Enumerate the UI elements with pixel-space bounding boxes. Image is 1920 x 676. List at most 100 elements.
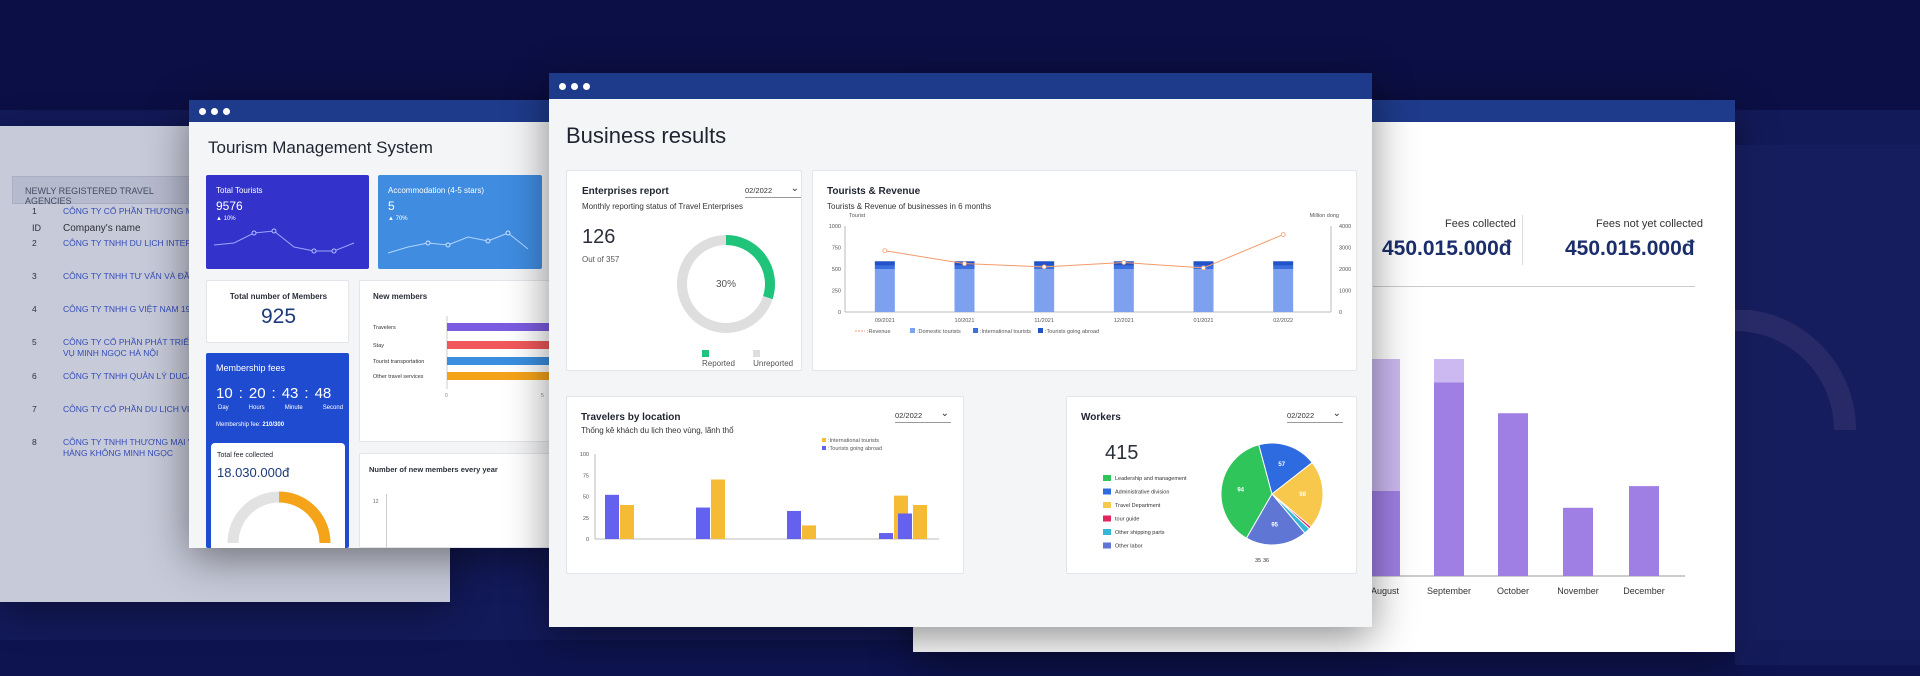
- enterprises-subtitle: Monthly reporting status of Travel Enter…: [582, 202, 743, 211]
- legend-reported: Reported: [702, 359, 735, 368]
- row-company[interactable]: CÔNG TY TNHH DU LỊCH INTERN: [63, 238, 198, 248]
- new-members-bar: [447, 357, 559, 365]
- fee-progress: Membership fee: 210/300: [216, 422, 284, 428]
- legend-label: :Tourists going abroad: [1045, 329, 1099, 335]
- col-id: ID: [32, 223, 41, 233]
- workers-title: Workers: [1081, 412, 1121, 423]
- row-company[interactable]: CÔNG TY TNHH G VIỆT NAM 19: [63, 304, 191, 314]
- fees-collected-label: Fees collected: [1445, 218, 1516, 230]
- members-card[interactable]: Total number of Members 925: [206, 280, 349, 343]
- countdown-days: 10: [216, 385, 233, 402]
- pie-label: 95: [1271, 522, 1278, 528]
- row-company[interactable]: CÔNG TY TNHH THƯƠNG MẠI V: [63, 437, 194, 447]
- row-company-line2: VỤ MINH NGỌC HÀ NỘI: [63, 348, 159, 358]
- legend-label: Travel Department: [1115, 503, 1161, 509]
- pie-label: 36: [1263, 558, 1269, 564]
- fee-gauge: [227, 491, 331, 544]
- legend-swatch: [822, 446, 826, 450]
- bar-abroad: [787, 510, 801, 539]
- fee-collected-card: Total fee collected 18.030.000đ: [211, 443, 345, 548]
- fees-title: Membership fees: [216, 363, 286, 373]
- revenue-subtitle: Tourists & Revenue of businesses in 6 mo…: [827, 202, 992, 211]
- pie-slice: [1271, 461, 1324, 528]
- row-company[interactable]: CÔNG TY TNHH TƯ VẤN VÀ ĐẦU: [63, 271, 196, 281]
- legend-label: Administrative division: [1115, 490, 1169, 496]
- bar-international: [711, 479, 725, 539]
- bar-international: [874, 265, 895, 269]
- business-window: Business results Enterprises report 02/2…: [549, 73, 1372, 627]
- pie-slice: [1245, 493, 1306, 546]
- enterprises-out-of: Out of 357: [582, 255, 620, 264]
- legend-swatch: [1103, 488, 1111, 495]
- y2-tick: 3000: [1339, 246, 1351, 252]
- bar-abroad: [874, 261, 895, 266]
- countdown: 10: 20: 43: 48: [216, 385, 332, 402]
- enterprises-count: 126: [582, 226, 616, 248]
- row-id: 6: [32, 371, 37, 381]
- row-company[interactable]: CÔNG TY TNHH QUẢN LÝ DUCAI: [63, 371, 196, 381]
- tms-window: Tourism Management System Total Tourists…: [189, 100, 559, 548]
- pie-label: 57: [1278, 462, 1285, 468]
- accommodation-change: ▲ 70%: [388, 216, 408, 222]
- revenue-card: Tourists & Revenue Tourists & Revenue of…: [812, 170, 1357, 371]
- row-company[interactable]: CÔNG TY CỔ PHẦN THƯƠNG MẠI: [63, 206, 201, 216]
- window-dot[interactable]: [583, 82, 590, 90]
- bar-abroad: [1034, 261, 1055, 266]
- per-year-card: Number of new members every year 12: [359, 453, 559, 548]
- row-id: 8: [32, 437, 37, 447]
- fee-value: 210/300: [262, 422, 285, 428]
- location-date-select[interactable]: 02/2022: [895, 408, 951, 423]
- ghost-panel: [1735, 145, 1920, 665]
- total-tourists-card[interactable]: Total Tourists 9576 ▲ 10%: [206, 175, 369, 269]
- y-tick: 75: [583, 473, 589, 479]
- workers-card: Workers 02/2022 415 Leadership and manag…: [1066, 396, 1357, 574]
- tms-titlebar: [189, 100, 559, 122]
- label-hours: Hours: [248, 405, 265, 411]
- y-tick: 0: [586, 537, 589, 543]
- y2-tick: 4000: [1339, 224, 1351, 230]
- window-dot[interactable]: [559, 82, 566, 90]
- members-label: Total number of Members: [229, 292, 328, 301]
- bar-abroad: [1273, 261, 1294, 266]
- row-company[interactable]: CÔNG TY CỔ PHẦN DU LỊCH VIỆT: [63, 404, 201, 414]
- window-dot[interactable]: [211, 107, 218, 115]
- window-dot[interactable]: [199, 107, 206, 115]
- legend-swatch: [1103, 542, 1111, 549]
- accommodation-card[interactable]: Accommodation (4-5 stars) 5 ▲ 70%: [378, 175, 542, 269]
- workers-date-select[interactable]: 02/2022: [1287, 408, 1343, 423]
- bar-international: [1273, 265, 1294, 269]
- window-dot[interactable]: [223, 107, 230, 115]
- new-members-label: Tourist transportation: [373, 359, 424, 365]
- axis-tick: 5: [541, 393, 544, 399]
- col-company: Company's name: [63, 223, 141, 234]
- fees-bar: [1434, 382, 1464, 576]
- window-dot[interactable]: [571, 82, 578, 90]
- new-members-label: Travelers: [373, 325, 396, 331]
- bar-abroad: [898, 513, 912, 539]
- enterprises-date-select[interactable]: 02/2022: [745, 183, 801, 198]
- legend-swatch: [910, 328, 915, 333]
- workers-chart: Leadership and management Administrative …: [1103, 442, 1324, 564]
- x-tick: 11/2021: [1034, 318, 1053, 324]
- new-members-bar: [447, 372, 559, 380]
- legend-swatch: [1103, 529, 1111, 535]
- pie-slice: [1258, 442, 1313, 495]
- revenue-point: [962, 261, 967, 267]
- label-day: Day: [218, 405, 229, 411]
- label-minute: Minute: [284, 405, 303, 411]
- month-label: October: [1497, 586, 1529, 596]
- legend-swatch: [822, 438, 826, 442]
- row-company[interactable]: CÔNG TY CỔ PHẦN PHÁT TRIỂN: [63, 337, 196, 347]
- y2-tick: 1000: [1339, 289, 1351, 295]
- revenue-point: [1201, 265, 1206, 271]
- pie-label: 35: [1255, 558, 1261, 564]
- countdown-minutes: 43: [281, 385, 299, 402]
- total-tourists-label: Total Tourists: [216, 186, 263, 195]
- legend-label: :International tourists: [980, 329, 1031, 335]
- fee-collected-label: Total fee collected: [217, 452, 274, 459]
- legend-label: Other labor: [1115, 544, 1143, 550]
- membership-fees-card: Membership fees 10: 20: 43: 48 Day Hours M…: [206, 353, 349, 548]
- month-label: August: [1371, 586, 1400, 596]
- new-members-label: Other travel services: [373, 374, 424, 380]
- countdown-seconds: 48: [314, 385, 332, 402]
